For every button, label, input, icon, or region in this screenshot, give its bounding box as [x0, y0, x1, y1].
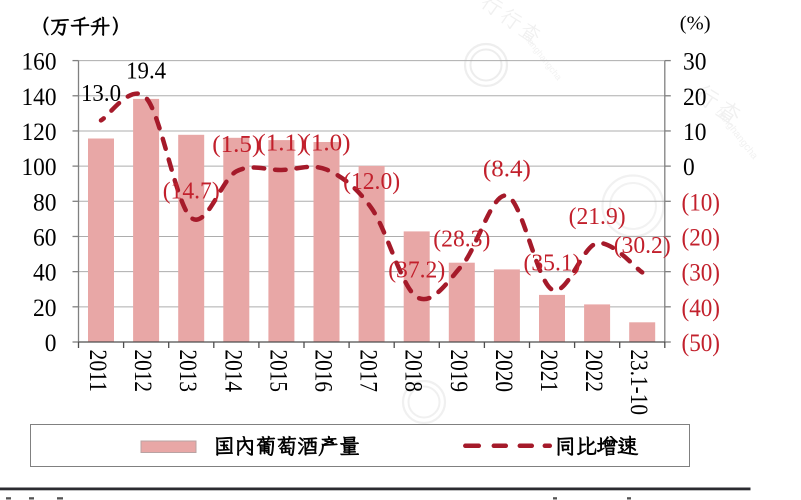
svg-text:40: 40 [33, 260, 57, 287]
svg-text:(37.2): (37.2) [388, 258, 445, 284]
svg-text:30: 30 [683, 49, 707, 76]
svg-text:(%): (%) [680, 13, 711, 35]
svg-text:(21.9): (21.9) [569, 204, 626, 230]
svg-text:120: 120 [22, 119, 57, 146]
svg-text:0: 0 [683, 154, 695, 181]
svg-text:20: 20 [683, 84, 707, 111]
svg-text:2019: 2019 [445, 350, 474, 393]
svg-text:0: 0 [45, 330, 57, 357]
svg-text:10: 10 [683, 119, 707, 146]
svg-text:2011: 2011 [84, 350, 113, 393]
svg-text:(40): (40) [682, 295, 721, 322]
svg-text:80: 80 [33, 189, 57, 216]
svg-text:(1.1): (1.1) [257, 131, 305, 157]
svg-text:2021: 2021 [535, 350, 564, 393]
svg-text:(14.7): (14.7) [163, 179, 220, 205]
svg-text:2018: 2018 [400, 350, 429, 393]
svg-text:20: 20 [33, 295, 57, 322]
svg-text:19.4: 19.4 [126, 59, 166, 85]
svg-text:23.1-10: 23.1-10 [625, 350, 654, 416]
svg-text:2013: 2013 [174, 350, 203, 393]
svg-text:(35.1): (35.1) [524, 250, 581, 276]
svg-text:2014: 2014 [219, 350, 248, 393]
svg-text:(28.3): (28.3) [433, 226, 490, 252]
svg-text:2017: 2017 [355, 350, 384, 393]
svg-text:100: 100 [22, 154, 57, 181]
svg-text:60: 60 [33, 225, 57, 252]
svg-text:2016: 2016 [310, 350, 339, 393]
svg-text:160: 160 [22, 49, 57, 76]
svg-text:2012: 2012 [129, 350, 158, 393]
svg-text:(30): (30) [682, 260, 721, 287]
svg-text:(50): (50) [682, 330, 721, 357]
svg-text:13.0: 13.0 [81, 81, 121, 107]
svg-text:(1.5): (1.5) [212, 132, 260, 158]
svg-text:2022: 2022 [580, 350, 609, 393]
svg-text:(1.0): (1.0) [303, 130, 351, 156]
svg-text:140: 140 [22, 84, 57, 111]
svg-text:(8.4): (8.4) [483, 156, 531, 182]
svg-text:2020: 2020 [490, 350, 519, 393]
svg-text:(30.2): (30.2) [614, 233, 671, 259]
svg-text:(12.0): (12.0) [343, 169, 400, 195]
svg-text:(20): (20) [682, 225, 721, 252]
svg-text:2015: 2015 [264, 350, 293, 393]
svg-text:(10): (10) [682, 189, 721, 216]
